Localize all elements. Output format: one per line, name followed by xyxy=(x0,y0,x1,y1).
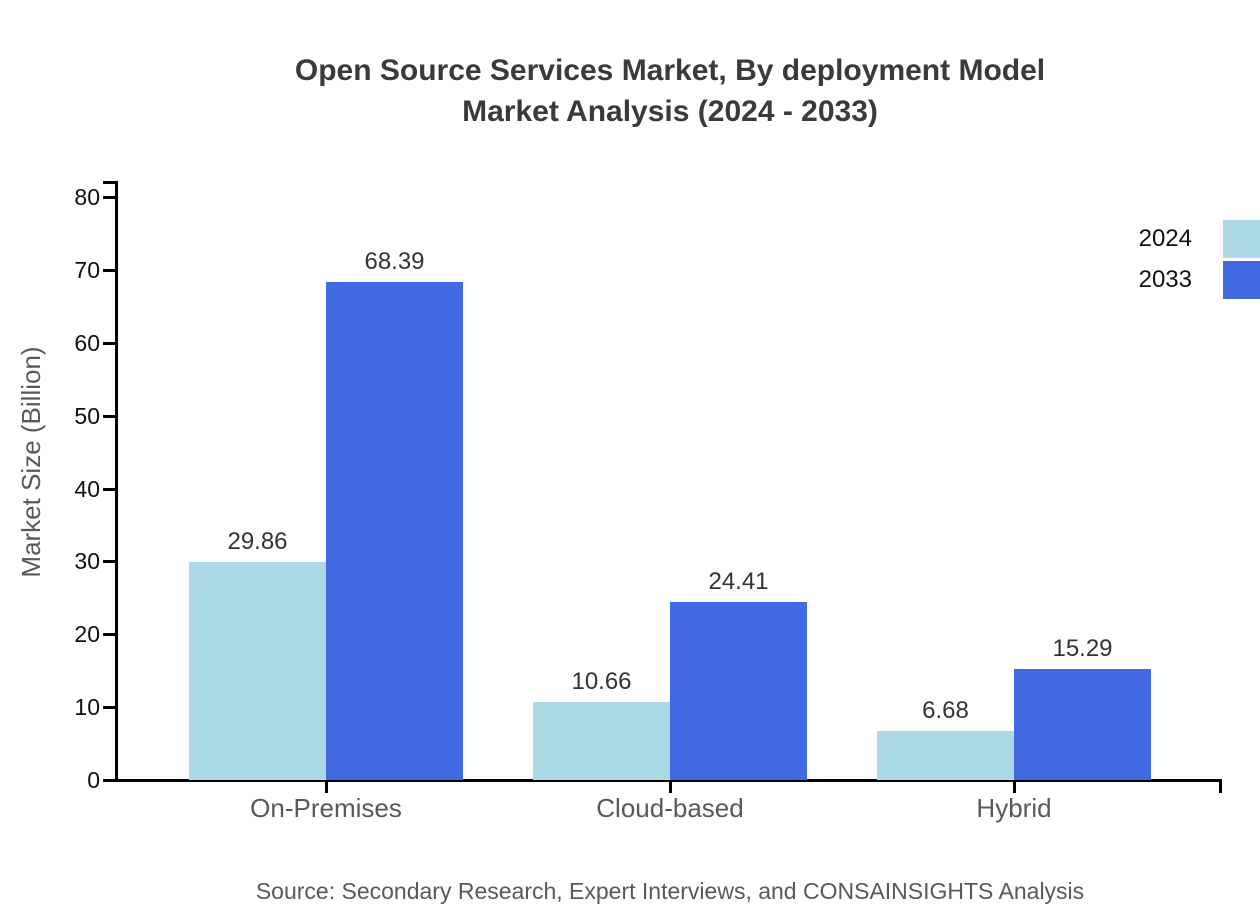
y-tick-label: 50 xyxy=(74,402,100,429)
bar-value-label: 68.39 xyxy=(364,247,425,275)
y-tick-label: 10 xyxy=(74,694,100,721)
bar-2033-cloud-based xyxy=(670,602,807,780)
legend-swatch-2024 xyxy=(1223,220,1260,258)
legend-swatch-2033 xyxy=(1223,261,1260,299)
bar-value-label: 10.66 xyxy=(571,668,632,696)
y-tick xyxy=(103,414,115,418)
bar-2024-on-premises xyxy=(189,562,326,780)
x-tick xyxy=(1013,782,1016,793)
source-note: Source: Secondary Research, Expert Inter… xyxy=(255,878,1085,904)
y-tick-label: 60 xyxy=(74,329,100,356)
x-axis-end-cap xyxy=(1219,779,1222,793)
y-tick-label: 20 xyxy=(74,621,100,648)
y-tick xyxy=(103,779,115,782)
y-tick xyxy=(103,487,115,491)
legend-label-2033: 2033 xyxy=(1138,266,1192,293)
y-tick-label: 30 xyxy=(74,548,100,575)
legend-label-2024: 2024 xyxy=(1138,225,1192,252)
bar-2033-on-premises xyxy=(326,281,463,780)
category-label-hybrid: Hybrid xyxy=(976,793,1052,823)
y-tick xyxy=(103,633,115,637)
chart-title-line2: Market Analysis (2024 - 2033) xyxy=(462,95,878,128)
y-tick xyxy=(103,341,115,345)
bar-2033-hybrid xyxy=(1014,668,1151,780)
y-axis-line xyxy=(115,181,118,782)
x-tick xyxy=(669,782,672,793)
y-tick xyxy=(103,706,115,710)
chart-title-line1: Open Source Services Market, By deployme… xyxy=(294,54,1046,87)
bar-value-label: 15.29 xyxy=(1052,634,1113,662)
y-tick xyxy=(103,560,115,564)
y-axis-top-cap xyxy=(103,181,115,184)
y-tick-label: 80 xyxy=(74,184,100,210)
bar-value-label: 29.86 xyxy=(227,528,288,556)
y-tick-label: 70 xyxy=(74,256,100,283)
y-tick-label: 0 xyxy=(87,767,100,793)
y-tick xyxy=(103,196,115,199)
category-label-on-premises: On-Premises xyxy=(250,793,402,823)
x-tick xyxy=(325,782,328,793)
bar-value-label: 6.68 xyxy=(922,697,969,725)
category-label-cloud-based: Cloud-based xyxy=(596,793,744,823)
x-axis-line xyxy=(115,779,1222,782)
bar-2024-hybrid xyxy=(877,731,1014,780)
bar-2024-cloud-based xyxy=(533,702,670,780)
y-tick xyxy=(103,268,115,272)
bar-value-label: 24.41 xyxy=(708,568,769,596)
chart-title: Open Source Services Market, By deployme… xyxy=(78,50,1260,132)
y-tick-label: 40 xyxy=(74,475,100,502)
